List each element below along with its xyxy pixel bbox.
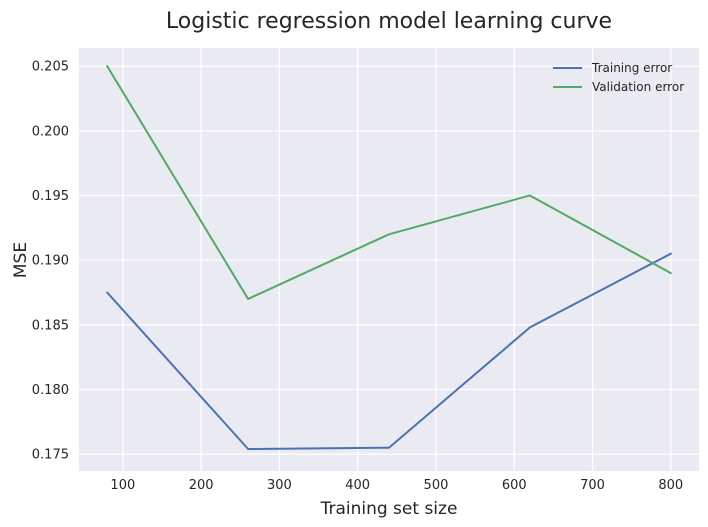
y-tick-label: 0.190 bbox=[32, 254, 69, 269]
x-tick-label: 300 bbox=[267, 478, 292, 493]
x-tick-label: 100 bbox=[110, 478, 135, 493]
y-tick-label: 0.205 bbox=[32, 60, 69, 75]
x-tick-label: 600 bbox=[502, 478, 527, 493]
y-axis-ticks: 0.175 0.180 0.185 0.190 0.195 0.200 0.205 bbox=[32, 60, 69, 463]
series-lines bbox=[106, 65, 672, 451]
x-tick-label: 200 bbox=[189, 478, 214, 493]
y-axis-label: MSE bbox=[11, 242, 31, 278]
y-tick-label: 0.195 bbox=[32, 189, 69, 204]
series-line-validation-error bbox=[106, 65, 672, 300]
x-axis-label: Training set size bbox=[320, 499, 458, 519]
series-line-training-error bbox=[106, 252, 672, 451]
y-tick-label: 0.200 bbox=[32, 124, 69, 139]
legend-label: Validation error bbox=[592, 80, 684, 94]
y-tick-label: 0.180 bbox=[32, 383, 69, 398]
x-tick-label: 800 bbox=[658, 478, 683, 493]
y-tick-label: 0.185 bbox=[32, 318, 69, 333]
x-tick-label: 500 bbox=[424, 478, 449, 493]
x-tick-label: 700 bbox=[580, 478, 605, 493]
x-tick-label: 400 bbox=[345, 478, 370, 493]
x-axis-ticks: 100 200 300 400 500 600 700 800 bbox=[110, 478, 683, 493]
legend-label: Training error bbox=[591, 61, 672, 75]
chart-title: Logistic regression model learning curve bbox=[166, 9, 612, 34]
legend: Training error Validation error bbox=[553, 61, 684, 94]
y-tick-label: 0.175 bbox=[32, 448, 69, 463]
grid bbox=[79, 48, 699, 471]
